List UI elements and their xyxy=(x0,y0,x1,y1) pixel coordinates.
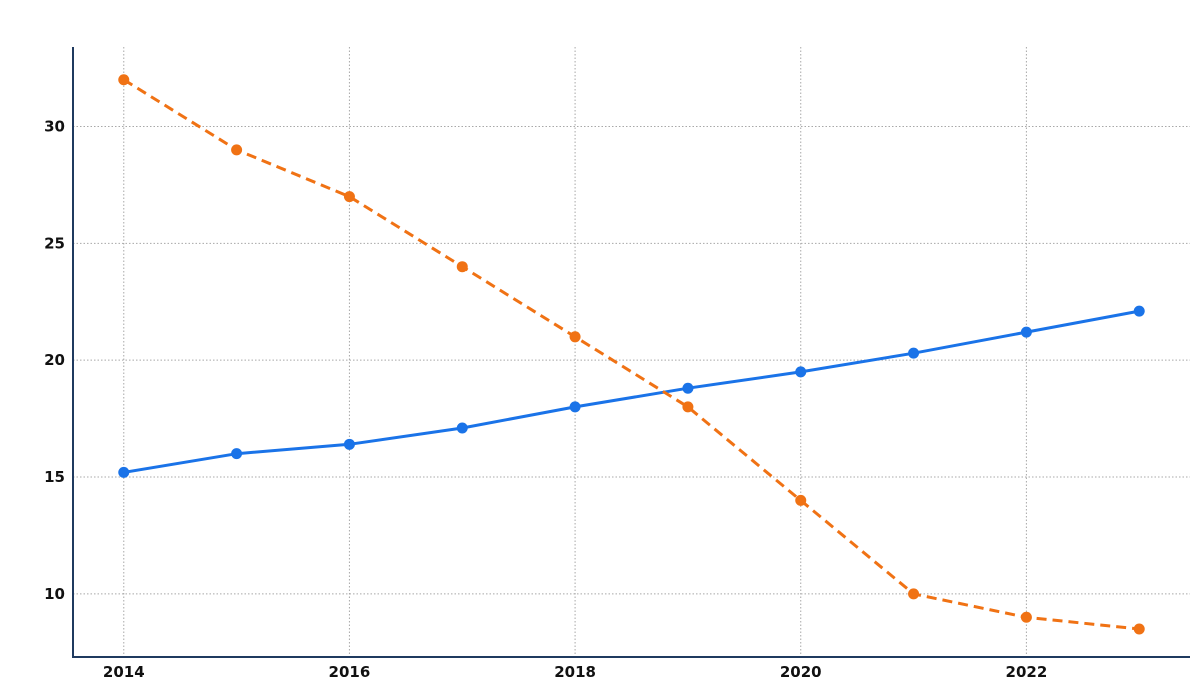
y-tick-label: 25 xyxy=(44,234,65,252)
series-2-point xyxy=(456,261,468,273)
grid xyxy=(73,47,1190,657)
series-1 xyxy=(118,305,1145,478)
x-tick-label: 2022 xyxy=(1006,663,1048,681)
y-tick-label: 15 xyxy=(44,468,65,486)
series-1-point xyxy=(795,366,807,378)
series-1-line xyxy=(122,309,1141,474)
series-1-point xyxy=(343,438,355,450)
series-2-point xyxy=(908,588,920,600)
series-2-point xyxy=(1020,611,1032,623)
series-1-point xyxy=(118,466,130,478)
series-1-point xyxy=(1020,326,1032,338)
series-2-point xyxy=(343,191,355,203)
x-tick-label: 2018 xyxy=(554,663,596,681)
series-2-point xyxy=(231,144,243,156)
series-2-point xyxy=(795,494,807,506)
axes xyxy=(72,47,1190,658)
x-tick-label: 2016 xyxy=(329,663,371,681)
x-tick-label: 2014 xyxy=(103,663,145,681)
y-tick-label: 20 xyxy=(44,351,65,369)
series-1-point xyxy=(456,422,468,434)
series-1-point xyxy=(908,347,920,359)
y-tick-label: 30 xyxy=(44,117,65,135)
series-2-point xyxy=(1133,623,1145,635)
series-2-point xyxy=(569,331,581,343)
series-2-point xyxy=(682,401,694,413)
series-2-line xyxy=(123,78,1140,631)
y-tick-label: 10 xyxy=(44,585,65,603)
x-tick-label: 2020 xyxy=(780,663,822,681)
x-tick-labels: 2014 2016 2018 2020 2022 xyxy=(103,663,1047,681)
series-1-point xyxy=(569,401,581,413)
series-1-point xyxy=(1133,305,1145,317)
series-2 xyxy=(118,74,1145,635)
series-2-point xyxy=(118,74,130,86)
series xyxy=(118,74,1145,635)
series-1-point xyxy=(682,382,694,394)
series-1-point xyxy=(231,448,243,460)
y-tick-labels: 10 15 20 25 30 xyxy=(44,117,65,602)
